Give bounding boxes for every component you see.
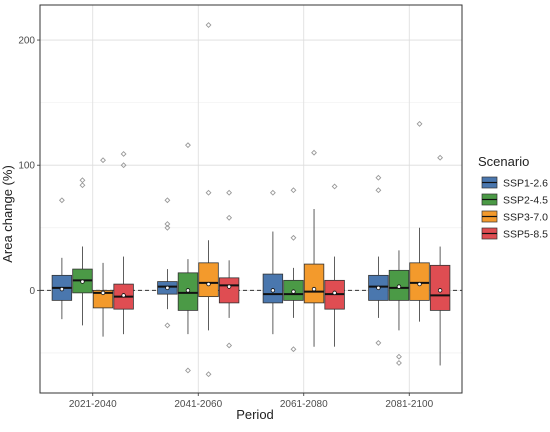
- legend-label: SSP3-7.0: [503, 212, 548, 224]
- box-body: [409, 262, 430, 301]
- outlier-point: [416, 120, 423, 127]
- box-body: [303, 263, 325, 304]
- box-SSP5-8.5-2081-2100: [429, 154, 451, 366]
- legend-title: Scenario: [478, 154, 529, 169]
- outlier-point: [164, 221, 171, 227]
- box-SSP2-4.5-2081-2100: [388, 250, 410, 366]
- axes-group: 0 100 200 2021-2040 2041-2060 2061-2080 2081-2…: [18, 36, 433, 410]
- outlier-point: [375, 174, 382, 181]
- mean-point: [206, 281, 211, 287]
- mean-point: [417, 281, 422, 287]
- mean-point: [396, 284, 402, 289]
- outlier-point: [79, 182, 86, 189]
- legend-label: SSP5-8.5: [503, 229, 548, 241]
- y-tick-label: 200: [18, 36, 35, 47]
- box-body: [198, 262, 219, 298]
- box-body: [218, 277, 240, 304]
- x-tick-label: 2041-2060: [174, 399, 222, 410]
- outlier-point: [185, 367, 191, 374]
- outlier-point: [185, 142, 191, 149]
- box-SSP1-2.6-2021-2040: [51, 197, 73, 320]
- outlier-point: [396, 360, 402, 366]
- outlier-point: [226, 189, 233, 196]
- outlier-point: [120, 162, 127, 169]
- outlier-point: [226, 342, 233, 349]
- outlier-point: [120, 151, 127, 157]
- mean-point: [291, 289, 296, 294]
- legend-item: SSP3-7.0: [481, 210, 548, 224]
- outlier-point: [164, 197, 171, 204]
- y-axis-title: Area change (%): [0, 165, 15, 263]
- mean-point: [437, 288, 443, 293]
- legend: Scenario SSP1-2.6 SSP2-4.5 SSP3-7.0 SSP5-8.…: [478, 154, 548, 241]
- legend-label: SSP2-4.5: [503, 195, 548, 207]
- mean-point: [100, 290, 106, 296]
- outlier-point: [375, 187, 382, 194]
- box-SSP2-4.5-2041-2060: [177, 142, 199, 374]
- box-SSP3-7.0-2061-2080: [303, 149, 325, 347]
- mean-point: [226, 284, 232, 289]
- x-tick-label: 2081-2100: [385, 399, 433, 410]
- outlier-point: [331, 183, 338, 190]
- y-tick-label: 100: [18, 161, 35, 172]
- outlier-point: [396, 353, 402, 360]
- outlier-point: [290, 346, 297, 353]
- outlier-point: [375, 339, 382, 346]
- outlier-point: [226, 214, 233, 221]
- box-SSP1-2.6-2041-2060: [157, 197, 178, 329]
- mean-point: [165, 285, 170, 291]
- x-tick-label: 2061-2080: [280, 399, 328, 410]
- box-SSP3-7.0-2081-2100: [409, 120, 430, 322]
- box-SSP1-2.6-2081-2100: [368, 174, 389, 346]
- box-SSP3-7.0-2021-2040: [92, 157, 114, 337]
- mean-point: [185, 288, 191, 293]
- x-tick-label: 2021-2040: [69, 399, 117, 410]
- legend-item: SSP5-8.5: [481, 227, 548, 241]
- box-SSP2-4.5-2061-2080: [283, 187, 304, 353]
- legend-label: SSP1-2.6: [503, 178, 548, 190]
- box-SSP5-8.5-2041-2060: [218, 189, 240, 349]
- mean-point: [376, 285, 381, 291]
- y-tick-label: 0: [29, 286, 35, 297]
- outlier-point: [205, 189, 212, 196]
- outlier-point: [164, 224, 171, 231]
- legend-item: SSP1-2.6: [481, 176, 548, 190]
- outlier-point: [164, 322, 171, 329]
- outlier-point: [311, 149, 317, 156]
- outlier-point: [205, 22, 212, 28]
- plot-panel-border: [39, 4, 463, 394]
- box-SSP5-8.5-2061-2080: [324, 183, 345, 347]
- mean-point: [332, 290, 337, 296]
- box-SSP5-8.5-2021-2040: [113, 151, 134, 335]
- outlier-point: [58, 197, 65, 204]
- mean-point: [270, 288, 276, 293]
- outlier-point: [290, 234, 297, 241]
- box-SSP3-7.0-2041-2060: [198, 22, 219, 378]
- outlier-point: [205, 371, 212, 378]
- outlier-point: [100, 157, 106, 164]
- mean-point: [121, 293, 126, 298]
- outlier-point: [437, 154, 444, 161]
- boxes-group: [51, 22, 451, 378]
- box-SSP2-4.5-2021-2040: [72, 177, 93, 326]
- legend-item: SSP2-4.5: [481, 193, 548, 207]
- outlier-point: [290, 187, 297, 194]
- mean-point: [311, 286, 317, 292]
- outlier-point: [269, 189, 276, 196]
- mean-point: [59, 286, 65, 292]
- x-axis-title: Period: [236, 407, 274, 422]
- box-body: [429, 264, 451, 311]
- box-SSP1-2.6-2061-2080: [262, 189, 284, 335]
- box-body: [92, 289, 114, 309]
- mean-point: [80, 279, 85, 284]
